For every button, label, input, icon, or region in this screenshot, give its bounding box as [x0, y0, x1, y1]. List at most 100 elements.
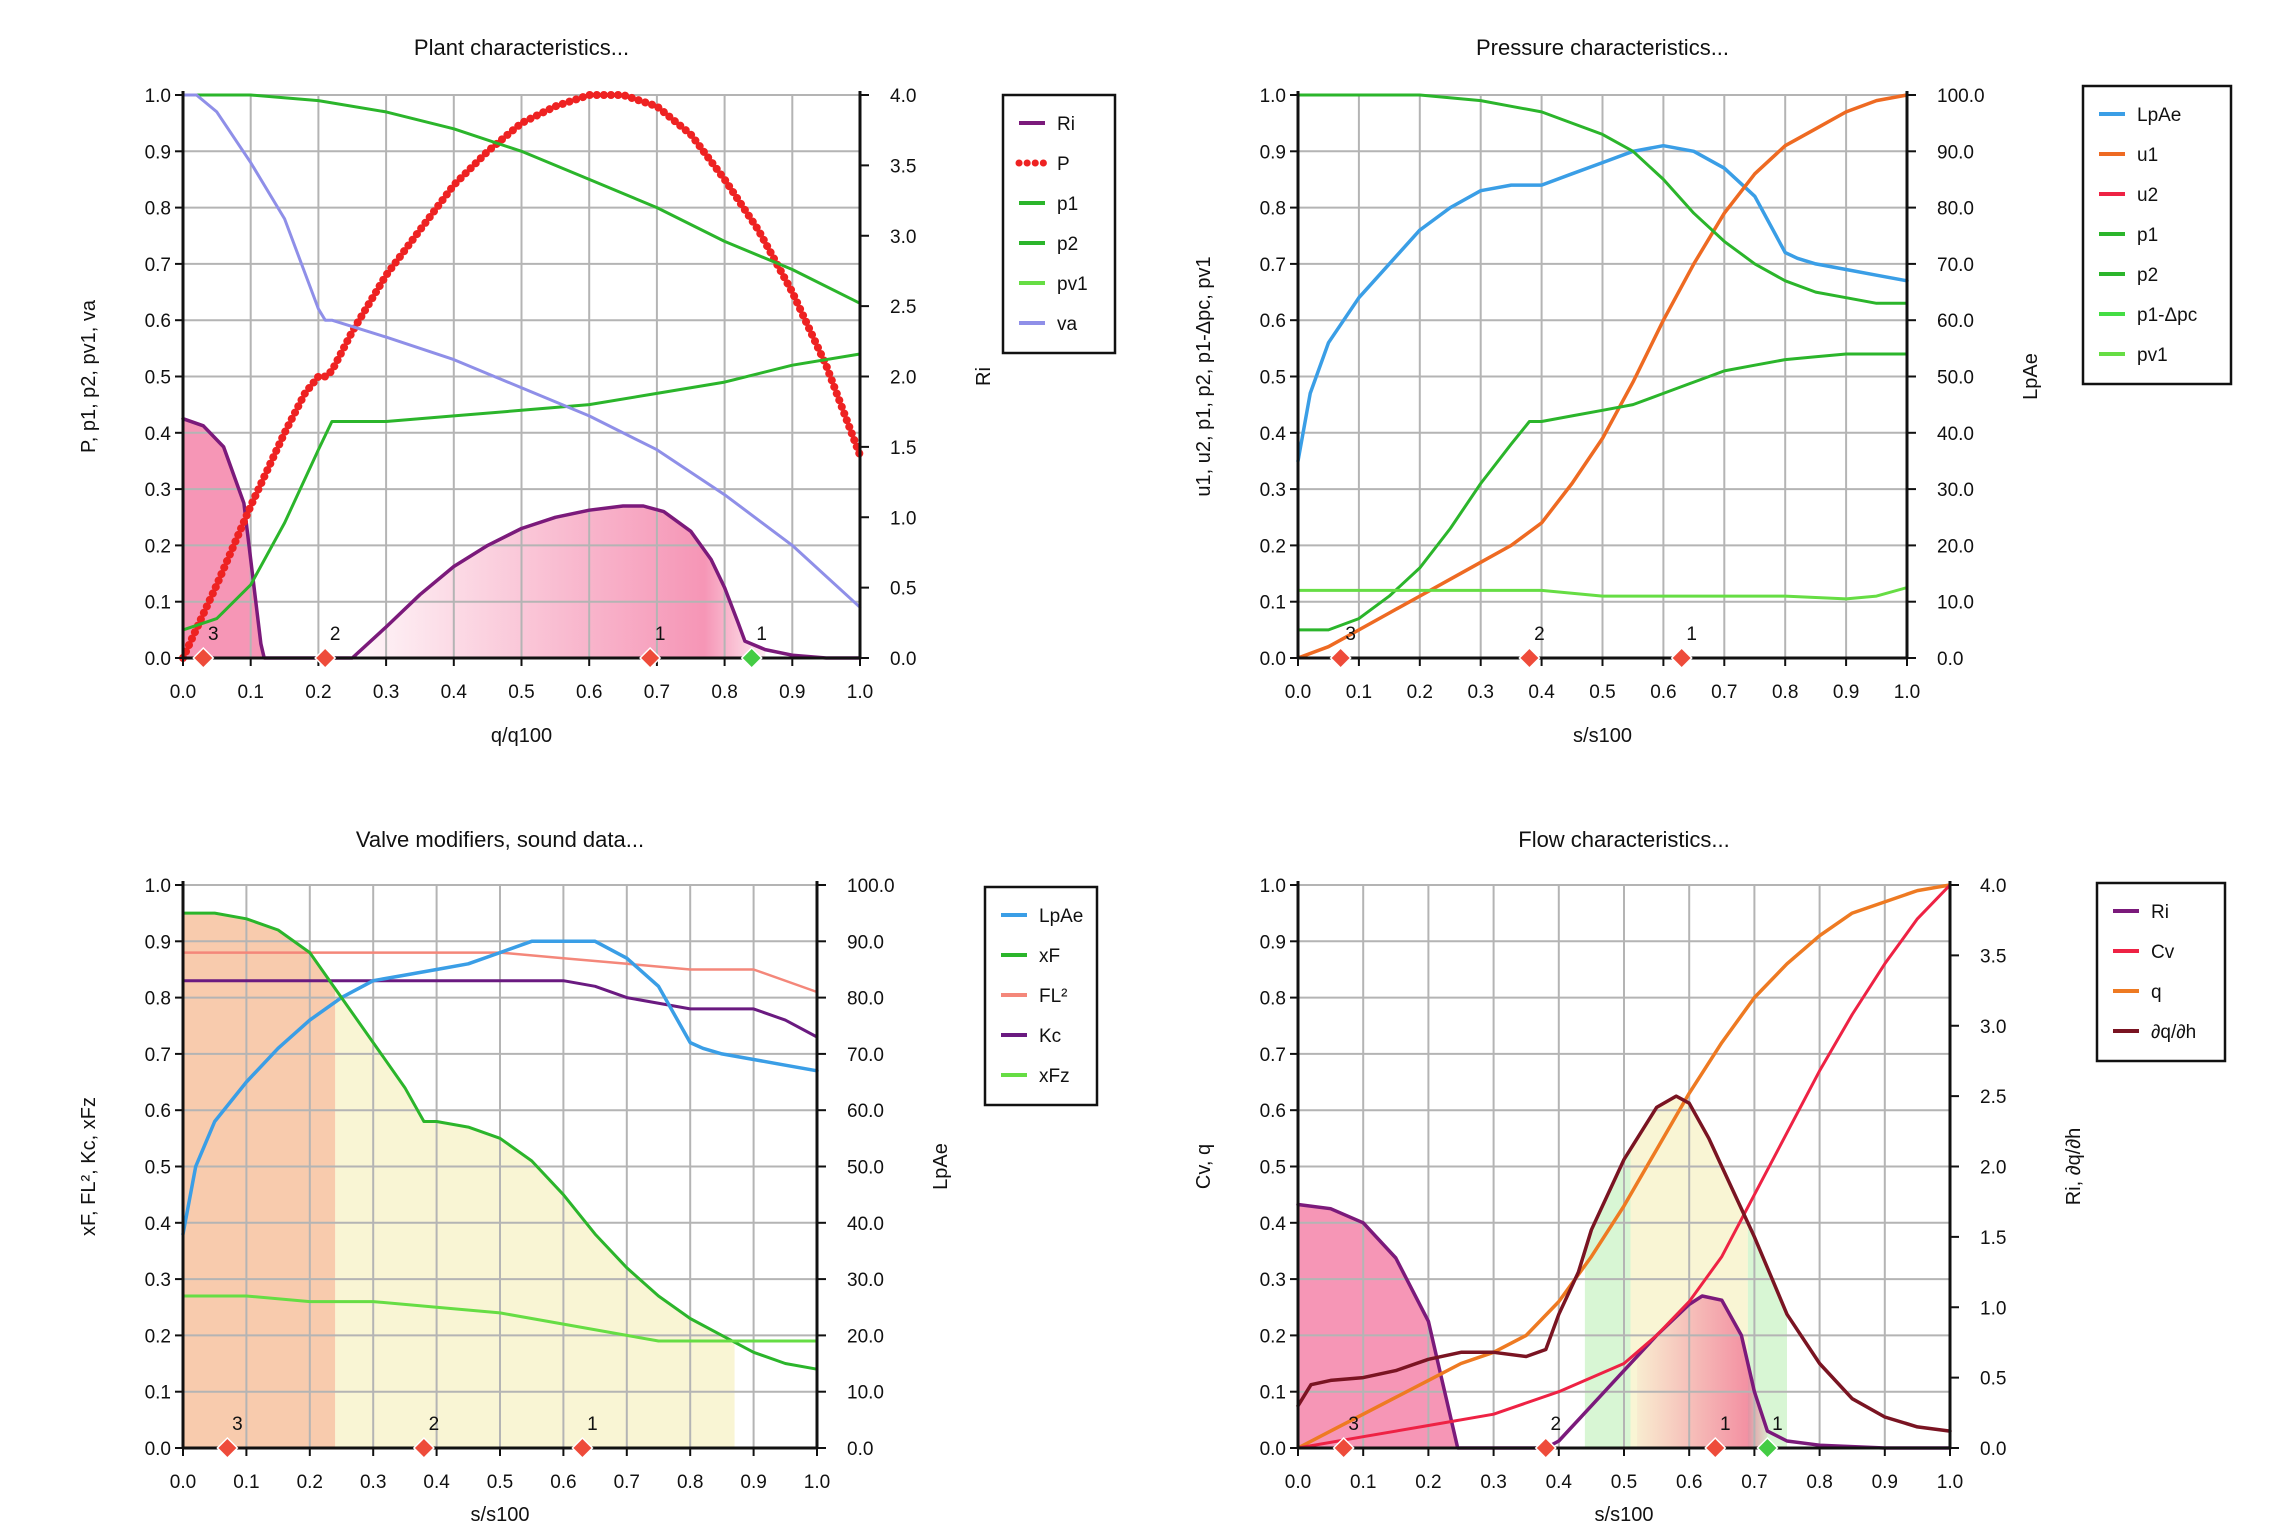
series-line-1: [1296, 1202, 1952, 1450]
x-tick-label: 0.2: [305, 682, 331, 703]
y-left-tick-label: 0.2: [145, 1326, 171, 1347]
y-right-tick-label: 60.0: [1937, 311, 1974, 332]
y-right-tick-label: 3.0: [1980, 1017, 2006, 1038]
x-tick-label: 0.0: [1285, 682, 1311, 703]
y-right-tick-label: 1.0: [1980, 1298, 2006, 1319]
x-tick-label: 0.1: [233, 1472, 259, 1493]
series-line-3: [1296, 883, 1952, 1450]
legend-label: ∂q/∂h: [2151, 1022, 2196, 1043]
y-left-tick-label: 0.6: [145, 311, 171, 332]
y-left-axis-label: xF, FL², Kc, xFz: [78, 1097, 100, 1236]
series-line-4: [1296, 1094, 1952, 1433]
y-left-tick-label: 0.4: [1260, 424, 1287, 445]
series-line-3: [1296, 93, 1909, 305]
y-right-tick-label: 80.0: [1937, 199, 1974, 220]
operating-point-label: 1: [1720, 1414, 1731, 1435]
x-tick-label: 1.0: [1894, 682, 1920, 703]
x-tick-label: 0.6: [1650, 682, 1676, 703]
y-right-tick-label: 10.0: [847, 1383, 884, 1404]
grid: [182, 94, 861, 659]
x-tick-label: 0.9: [779, 682, 805, 703]
series-line-4: [181, 911, 819, 1371]
y-left-tick-label: 0.4: [1260, 1214, 1287, 1235]
y-left-tick-label: 1.0: [1260, 876, 1286, 897]
grid: [1297, 94, 1908, 659]
x-tick-label: 0.4: [1528, 682, 1555, 703]
y-left-tick-label: 0.6: [1260, 1101, 1286, 1122]
chart-title: Valve modifiers, sound data...: [356, 827, 644, 852]
y-right-axis-label: Ri, ∂q/∂h: [2063, 1128, 2085, 1206]
y-right-tick-label: 3.5: [1980, 946, 2006, 967]
legend-label: pv1: [2137, 345, 2168, 366]
grid: [182, 884, 818, 1449]
y-left-tick-label: 1.0: [145, 86, 171, 107]
y-left-tick-label: 0.6: [145, 1101, 171, 1122]
x-tick-label: 0.4: [423, 1472, 450, 1493]
y-left-tick-label: 0.8: [1260, 989, 1286, 1010]
operating-point-marker: [412, 1436, 435, 1460]
x-tick-label: 0.7: [1741, 1472, 1767, 1493]
y-right-tick-label: 20.0: [847, 1326, 884, 1347]
legend-label: q: [2151, 982, 2162, 1003]
legend-label: LpAe: [1039, 906, 1083, 927]
y-right-tick-label: 50.0: [847, 1158, 884, 1179]
y-right-tick-label: 70.0: [1937, 255, 1974, 276]
x-tick-label: 0.9: [740, 1472, 766, 1493]
operating-point-marker: [1329, 646, 1352, 670]
operating-point-label: 2: [330, 624, 341, 645]
y-left-tick-label: 0.3: [1260, 1270, 1286, 1291]
chart-title: Flow characteristics...: [1518, 827, 1730, 852]
operating-point-marker: [1534, 1436, 1557, 1460]
series-line-5: [181, 93, 862, 609]
x-tick-label: 0.6: [550, 1472, 576, 1493]
y-left-tick-label: 0.5: [145, 1158, 171, 1179]
series-line-2: [1296, 93, 1909, 660]
y-right-tick-label: 1.0: [890, 508, 916, 529]
operating-point-marker: [1670, 646, 1693, 670]
series-line-3: [181, 939, 819, 1236]
chart-title: Pressure characteristics...: [1476, 35, 1729, 60]
legend-label: Cv: [2151, 942, 2175, 963]
legend-label: P: [1057, 154, 1070, 175]
y-left-tick-label: 0.5: [1260, 1158, 1286, 1179]
y-right-tick-label: 30.0: [847, 1270, 884, 1291]
y-left-tick-label: 0.1: [1260, 1383, 1286, 1404]
operating-point-marker: [740, 646, 763, 670]
y-right-tick-label: 0.0: [890, 649, 916, 670]
x-tick-label: 0.1: [1346, 682, 1372, 703]
operating-point-label: 1: [756, 624, 767, 645]
operating-point-marker: [1756, 1436, 1779, 1460]
legend-label: Ri: [1057, 114, 1075, 135]
y-left-tick-label: 0.8: [145, 199, 171, 220]
legend-label: u1: [2137, 145, 2158, 166]
y-left-tick-label: 0.4: [145, 1214, 172, 1235]
y-right-tick-label: 30.0: [1937, 480, 1974, 501]
x-tick-label: 0.0: [170, 1472, 196, 1493]
operating-point-label: 1: [1686, 624, 1697, 645]
y-right-tick-label: 80.0: [847, 989, 884, 1010]
x-tick-label: 0.6: [1676, 1472, 1702, 1493]
series-line-3: [181, 93, 862, 305]
legend-label: u2: [2137, 185, 2158, 206]
y-left-tick-label: 0.5: [145, 368, 171, 389]
x-tick-label: 0.1: [1350, 1472, 1376, 1493]
series-line-4: [181, 352, 862, 632]
x-tick-label: 0.5: [1589, 682, 1615, 703]
y-right-tick-label: 50.0: [1937, 368, 1974, 389]
legend-label: p1: [2137, 225, 2158, 246]
x-tick-label: 0.7: [614, 1472, 640, 1493]
x-tick-label: 0.8: [1806, 1472, 1832, 1493]
y-left-tick-label: 0.1: [145, 1383, 171, 1404]
y-right-tick-label: 2.5: [1980, 1087, 2006, 1108]
operating-point-marker: [1704, 1436, 1727, 1460]
y-right-tick-label: 2.0: [1980, 1158, 2006, 1179]
legend: Ri Pp1 p2 pv1 va: [1001, 93, 1117, 355]
series-line-1: [1296, 143, 1909, 463]
operating-point-label: 2: [429, 1414, 440, 1435]
y-left-tick-label: 0.7: [1260, 255, 1286, 276]
y-left-tick-label: 0.3: [145, 480, 171, 501]
y-left-tick-label: 0.3: [1260, 480, 1286, 501]
y-right-tick-label: 0.5: [1980, 1369, 2006, 1390]
chart-plant: 0.0 0.1 0.2 0.3 0.4 0.5 0.6 0.7 0.8 0.9 1.0 0.0 0.1 0…: [78, 35, 1117, 747]
x-tick-label: 0.7: [644, 682, 670, 703]
